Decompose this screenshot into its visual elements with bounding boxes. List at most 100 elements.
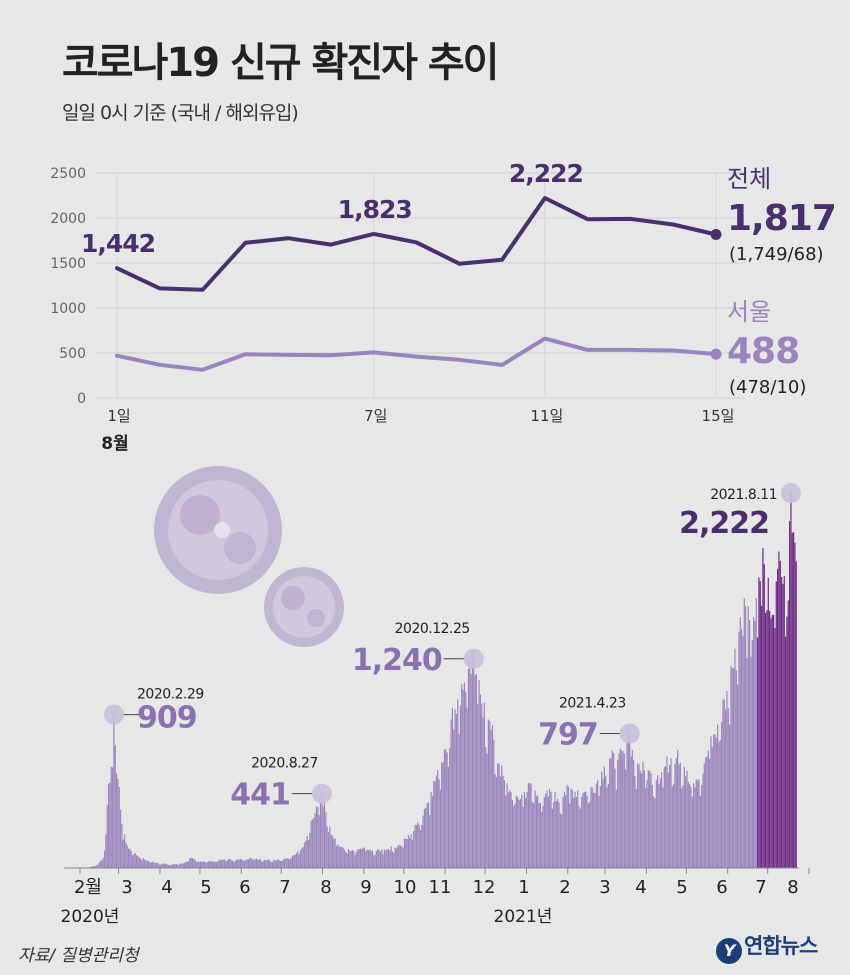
- daily-bar: [677, 749, 679, 869]
- daily-bar: [91, 866, 94, 868]
- daily-bar: [597, 780, 599, 868]
- daily-bar: [257, 859, 259, 868]
- daily-bar: [286, 858, 288, 868]
- month-label: 6: [716, 877, 727, 898]
- daily-bar: [518, 799, 520, 868]
- daily-bar: [383, 849, 386, 868]
- daily-bar: [558, 802, 560, 868]
- daily-bar: [570, 788, 572, 868]
- daily-bar: [321, 793, 323, 868]
- daily-bar: [743, 598, 745, 868]
- daily-bar: [194, 859, 196, 868]
- daily-bar: [619, 748, 621, 868]
- daily-bar: [434, 781, 436, 868]
- daily-bar: [734, 648, 736, 869]
- point-value-label: 1,442: [81, 229, 155, 258]
- daily-bar: [571, 789, 573, 868]
- daily-bar: [229, 859, 231, 868]
- daily-bar: [675, 757, 677, 868]
- daily-bar: [446, 752, 448, 868]
- daily-bar: [546, 790, 548, 868]
- annotation-date: 2020.8.27: [251, 756, 318, 772]
- daily-bar: [438, 779, 440, 868]
- daily-bar: [673, 783, 675, 868]
- daily-bar: [225, 861, 227, 868]
- daily-bar: [175, 864, 178, 868]
- month-label: 9: [360, 877, 371, 898]
- daily-bar: [335, 845, 338, 868]
- daily-bar: [182, 863, 184, 868]
- daily-bar: [605, 775, 607, 868]
- daily-bar: [617, 760, 619, 868]
- daily-bar: [538, 803, 540, 868]
- daily-bar: [451, 707, 454, 868]
- daily-bar: [311, 819, 314, 868]
- daily-bar: [206, 862, 208, 868]
- daily-bar: [598, 795, 600, 868]
- daily-bar: [649, 770, 651, 868]
- daily-bar: [794, 542, 796, 868]
- daily-bar: [222, 859, 224, 868]
- daily-bar: [481, 703, 483, 868]
- daily-bar: [415, 825, 418, 868]
- daily-bar: [238, 859, 240, 868]
- daily-bar: [201, 861, 203, 868]
- year-label: 2021년: [494, 907, 553, 927]
- daily-bar: [121, 824, 123, 869]
- daily-bar: [706, 756, 708, 868]
- daily-bar: [407, 835, 410, 868]
- daily-bar: [307, 840, 310, 868]
- daily-bar: [358, 849, 360, 868]
- daily-bar: [475, 673, 478, 868]
- daily-bar: [569, 803, 571, 868]
- month-label: 2월: [74, 877, 102, 898]
- daily-bar: [557, 798, 559, 868]
- daily-bar: [414, 824, 416, 868]
- daily-bar: [702, 773, 704, 868]
- daily-bar: [755, 598, 757, 868]
- daily-bar: [227, 859, 230, 868]
- daily-bar: [94, 866, 96, 868]
- daily-bar: [235, 859, 238, 868]
- daily-bar: [177, 864, 179, 868]
- x-tick-label: 7일: [364, 407, 387, 425]
- daily-bar: [203, 861, 206, 868]
- daily-bar: [754, 620, 756, 868]
- daily-bar: [118, 787, 120, 868]
- daily-bar: [787, 600, 789, 868]
- x-tick-label: 1일: [107, 407, 130, 425]
- daily-bar: [366, 849, 368, 868]
- daily-bar: [785, 636, 787, 868]
- daily-bar: [241, 859, 243, 868]
- daily-bar: [705, 757, 707, 868]
- daily-bar: [554, 791, 556, 868]
- daily-bar: [623, 753, 625, 868]
- daily-bar: [218, 859, 220, 868]
- daily-bar: [683, 766, 685, 868]
- daily-bar: [467, 668, 470, 869]
- daily-bar: [465, 691, 467, 868]
- daily-bar: [221, 859, 223, 868]
- daily-bar: [441, 762, 443, 868]
- daily-bar: [635, 788, 637, 868]
- daily-bar: [195, 861, 198, 868]
- daily-bar: [106, 804, 108, 868]
- daily-bar: [606, 787, 608, 868]
- daily-bar: [137, 855, 139, 868]
- daily-bar: [758, 577, 760, 868]
- month-label: 2: [559, 877, 570, 898]
- daily-bar: [315, 806, 318, 868]
- daily-bar: [539, 802, 541, 868]
- daily-bar: [367, 850, 370, 868]
- daily-bar: [239, 858, 242, 868]
- daily-bar: [133, 854, 135, 868]
- daily-bar: [283, 858, 286, 868]
- daily-bar: [537, 795, 539, 868]
- daily-bar: [633, 759, 635, 868]
- daily-bar: [567, 786, 569, 868]
- daily-bar: [474, 675, 476, 868]
- daily-bar: [575, 796, 577, 868]
- daily-bar: [730, 665, 732, 868]
- daily-bar: [459, 705, 462, 868]
- daily-bar: [153, 862, 155, 868]
